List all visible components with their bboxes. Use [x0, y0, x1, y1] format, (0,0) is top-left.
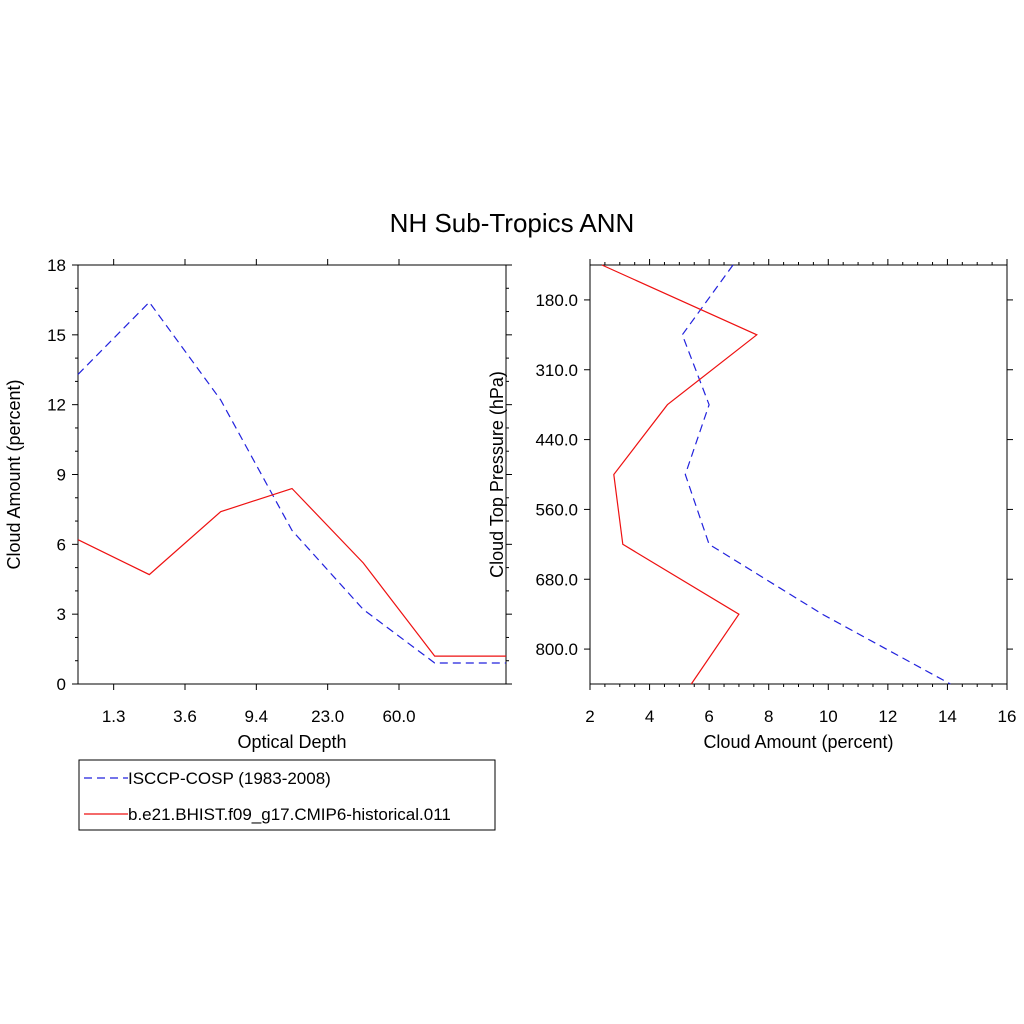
- x-tick-label: 3.6: [173, 707, 197, 726]
- y-tick-label: 0: [57, 675, 66, 694]
- series-line-model: [601, 264, 758, 685]
- x-tick-label: 4: [645, 707, 654, 726]
- chart-title: NH Sub-Tropics ANN: [390, 208, 635, 238]
- x-tick-label: 12: [878, 707, 897, 726]
- legend-label-obs: ISCCP-COSP (1983-2008): [128, 769, 331, 788]
- legend-label-model: b.e21.BHIST.f09_g17.CMIP6-historical.011: [128, 805, 451, 824]
- y-tick-label: 680.0: [535, 570, 578, 589]
- y-tick-label: 560.0: [535, 500, 578, 519]
- y-tick-label: 3: [57, 605, 66, 624]
- optical-depth-panel: 0 3 6 9 12 15 18 1.3 3.6 9.4 23.0 60.0 Optical Depth…: [4, 256, 512, 752]
- x-axis-label: Cloud Amount (percent): [703, 732, 893, 752]
- y-tick-label: 800.0: [535, 640, 578, 659]
- x-axis-label: Optical Depth: [237, 732, 346, 752]
- x-tick-label: 2: [585, 707, 594, 726]
- y-tick-label: 9: [57, 466, 66, 485]
- y-tick-label: 310.0: [535, 361, 578, 380]
- x-tick-label: 60.0: [382, 707, 415, 726]
- x-tick-label: 14: [938, 707, 957, 726]
- x-tick-label: 8: [764, 707, 773, 726]
- series-line-obs: [681, 264, 951, 685]
- y-tick-label: 15: [47, 326, 66, 345]
- plot-frame: [77, 264, 507, 685]
- x-tick-label: 6: [704, 707, 713, 726]
- pressure-panel: 2 4 6 8 10 12 14 16 180.0 310.0 440.0 560.0 680.0 800…: [487, 259, 1016, 752]
- series-line-obs: [77, 301, 506, 664]
- y-axis-label: Cloud Amount (percent): [4, 379, 24, 569]
- y-tick-label: 18: [47, 256, 66, 275]
- y-tick-label: 440.0: [535, 431, 578, 450]
- legend-box: [78, 759, 496, 831]
- y-tick-label: 180.0: [535, 291, 578, 310]
- legend: ISCCP-COSP (1983-2008) b.e21.BHIST.f09_g…: [78, 759, 496, 831]
- y-tick-label: 12: [47, 396, 66, 415]
- x-tick-label: 9.4: [245, 707, 269, 726]
- x-tick-label: 16: [998, 707, 1017, 726]
- y-axis-label: Cloud Top Pressure (hPa): [487, 371, 507, 578]
- plot-frame: [589, 264, 1008, 685]
- x-tick-label: 10: [819, 707, 838, 726]
- x-tick-label: 23.0: [311, 707, 344, 726]
- x-tick-label: 1.3: [102, 707, 126, 726]
- y-tick-label: 6: [57, 535, 66, 554]
- series-line-model: [77, 487, 506, 657]
